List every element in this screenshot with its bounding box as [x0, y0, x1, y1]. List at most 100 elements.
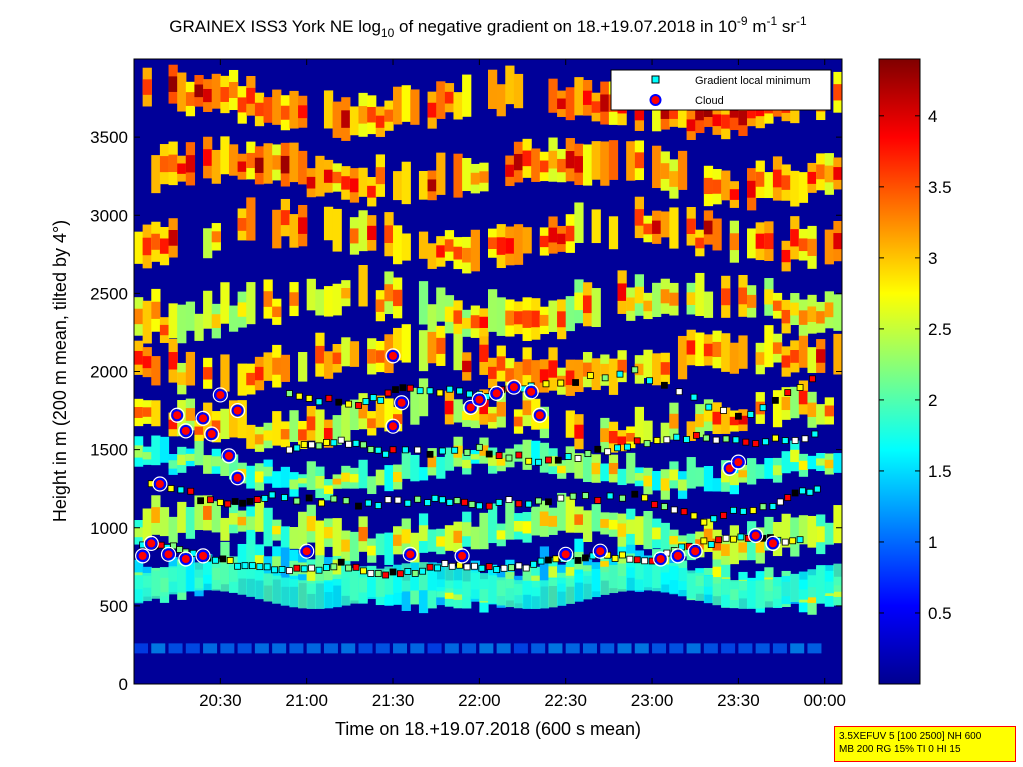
gradient-minimum-point: [157, 541, 165, 549]
heatmap-cell: [323, 485, 334, 494]
heatmap-cell: [833, 453, 842, 473]
heatmap-cell: [798, 326, 809, 368]
gradient-minimum-point: [611, 555, 619, 562]
gradient-minimum-point: [362, 398, 370, 405]
gradient-minimum-point: [456, 387, 464, 395]
heatmap-cell: [263, 573, 273, 602]
gradient-minimum-point: [485, 450, 493, 458]
heatmap-cell: [142, 237, 152, 256]
heatmap-cell: [747, 107, 757, 119]
heatmap-cell: [315, 580, 325, 609]
heatmap-cell: [798, 515, 809, 545]
heatmap-cell: [263, 143, 273, 184]
gradient-minimum-point: [769, 503, 777, 510]
gradient-minimum-point: [493, 566, 501, 573]
gradient-minimum-point: [737, 533, 745, 541]
heatmap-cell: [557, 577, 567, 606]
heatmap-cell: [393, 643, 408, 654]
gradient-minimum-point: [286, 567, 293, 575]
heatmap-cell: [548, 300, 558, 332]
heatmap-cell: [505, 164, 515, 177]
heatmap-cell: [410, 643, 425, 654]
gradient-minimum-point: [631, 490, 639, 498]
heatmap-cell: [298, 478, 308, 484]
heatmap-cell: [315, 542, 325, 584]
heatmap-cell: [626, 519, 636, 534]
heatmap-cell: [246, 372, 256, 386]
heatmap-cell: [755, 352, 765, 365]
heatmap-cell: [462, 360, 472, 373]
cloud-point: [162, 548, 175, 561]
heatmap-cell: [272, 575, 282, 604]
heatmap-cell: [427, 529, 437, 552]
heatmap-cell: [505, 238, 515, 254]
heatmap-cell: [807, 238, 817, 256]
gradient-minimum-point: [384, 389, 392, 397]
heatmap-cell: [721, 333, 731, 372]
heatmap-cell: [686, 119, 696, 132]
heatmap-cell: [738, 580, 748, 609]
gradient-minimum-point: [801, 435, 809, 443]
heatmap-cell: [565, 151, 575, 169]
heatmap-cell: [237, 643, 252, 654]
heatmap-cell: [168, 303, 178, 339]
heatmap-cell: [185, 506, 196, 539]
gradient-minimum-point: [552, 555, 560, 563]
heatmap-cell: [513, 520, 524, 532]
heatmap-cell: [367, 476, 377, 495]
gradient-minimum-point: [468, 501, 476, 508]
heatmap-cell: [729, 580, 739, 609]
heatmap-cell: [220, 643, 235, 654]
heatmap-cell: [375, 115, 385, 128]
gradient-minimum-point: [796, 384, 804, 391]
heatmap-cell: [712, 538, 722, 551]
gradient-minimum-point: [485, 563, 493, 571]
heatmap-cell: [237, 400, 247, 439]
gradient-minimum-point: [614, 444, 621, 452]
heatmap-cell: [479, 344, 489, 362]
heatmap-cell: [263, 507, 273, 547]
heatmap-cell: [194, 426, 204, 435]
heatmap-cell: [548, 566, 558, 578]
gradient-minimum-point: [330, 563, 338, 571]
cloud-point-halo: [687, 543, 703, 559]
heatmap-cell: [151, 301, 161, 319]
heatmap-cell: [505, 368, 515, 382]
heatmap-cell: [263, 430, 273, 441]
gradient-minimum-point: [345, 400, 353, 408]
gradient-minimum-point: [416, 387, 424, 395]
heatmap-cell: [220, 136, 230, 175]
heatmap-cell: [677, 150, 688, 190]
cloud-point-halo: [204, 426, 220, 442]
heatmap-cell: [565, 410, 575, 438]
heatmap-cell: [367, 185, 377, 198]
gradient-minimum-point: [690, 393, 698, 401]
heatmap-cell: [513, 580, 524, 609]
heatmap-cell: [824, 565, 834, 594]
heatmap-cell: [488, 503, 498, 544]
heatmap-cell: [358, 167, 368, 197]
gradient-minimum-point: [545, 456, 552, 464]
legend: Gradient local minimum Cloud: [610, 69, 832, 111]
gradient-minimum-point: [545, 556, 552, 564]
cloud-point-halo: [385, 348, 401, 364]
heatmap-cell: [522, 565, 532, 595]
gradient-minimum-point: [300, 441, 308, 448]
gradient-minimum-point: [281, 494, 288, 501]
heatmap-cell: [177, 501, 187, 533]
heatmap-cell: [254, 157, 265, 173]
heatmap-cell: [332, 415, 342, 445]
gradient-minimum-point: [712, 436, 720, 444]
heatmap-cell: [479, 512, 489, 550]
gradient-minimum-point: [426, 563, 434, 571]
x-axis-label: Time on 18.+19.07.2018 (600 s mean): [335, 719, 641, 739]
heatmap-cell: [488, 366, 498, 379]
heatmap-cell: [816, 349, 826, 363]
gradient-minimum-point: [355, 402, 362, 409]
colorbar-tick-label: 2: [928, 391, 937, 410]
heatmap-cell: [522, 150, 532, 167]
heatmap-cell: [341, 643, 356, 654]
heatmap-cell: [738, 470, 748, 478]
gradient-minimum-point: [752, 440, 760, 447]
gradient-minimum-point: [446, 385, 454, 393]
